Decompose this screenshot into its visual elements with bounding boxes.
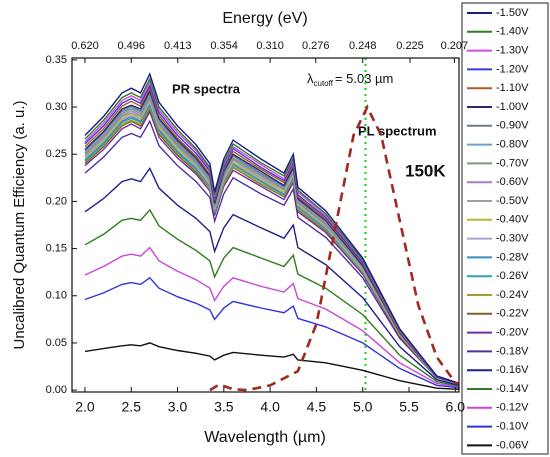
legend-label: -0.20V: [496, 327, 529, 339]
legend-label: -1.50V: [496, 7, 529, 19]
x2-tick-label: 0.310: [256, 40, 284, 52]
x2-tick-label: 0.413: [164, 40, 192, 52]
legend-label: -0.14V: [496, 383, 529, 395]
y-tick-label: 0.00: [46, 384, 67, 396]
legend-label: -0.90V: [496, 120, 529, 132]
y-tick-label: 0.10: [46, 290, 67, 302]
legend-label: -0.80V: [496, 139, 529, 151]
legend-label: -0.26V: [496, 270, 529, 282]
legend-label: -0.40V: [496, 214, 529, 226]
x2-tick-label: 0.276: [302, 40, 330, 52]
legend-label: -0.12V: [496, 402, 529, 414]
legend-box: [461, 2, 549, 455]
pl-line: [209, 104, 459, 392]
legend-label: -0.60V: [496, 176, 529, 188]
x2-tick-label: 0.354: [210, 40, 238, 52]
y-tick-label: 0.05: [46, 337, 67, 349]
series-line: [84, 342, 459, 391]
y-tick-label: 0.25: [46, 148, 67, 160]
x-tick-label: 5.0: [353, 399, 373, 415]
legend-label: -1.30V: [496, 45, 529, 57]
x2-tick-label: 0.207: [441, 40, 469, 52]
series-line: [84, 208, 459, 387]
x-tick-label: 4.0: [260, 399, 280, 415]
legend-label: -1.10V: [496, 82, 529, 94]
series-line: [84, 119, 459, 385]
x2-tick-label: 0.248: [349, 40, 377, 52]
y-tick-label: 0.15: [46, 242, 67, 254]
series-line: [84, 103, 459, 385]
series-line: [84, 76, 459, 385]
legend-label: -0.18V: [496, 345, 529, 357]
y-axis-label: Uncalibred Quantum Efficiency (a. u.): [11, 100, 28, 349]
series-line: [84, 246, 459, 388]
x-tick-label: 5.5: [399, 399, 419, 415]
x-tick-label: 3.5: [214, 399, 234, 415]
legend-label: -0.70V: [496, 157, 529, 169]
annotation: λcutoff = 5.03 µm: [307, 71, 393, 88]
series-line: [84, 105, 459, 385]
annotation: PL spectrum: [358, 123, 437, 138]
legend-label: -0.22V: [496, 308, 529, 320]
legend-label: -0.30V: [496, 233, 529, 245]
legend-label: -1.20V: [496, 63, 529, 75]
x-tick-label: 6.0: [446, 399, 466, 415]
legend-label: -0.16V: [496, 364, 529, 376]
y-tick-label: 0.30: [46, 101, 67, 113]
series-line: [84, 167, 459, 387]
x2-tick-label: 0.225: [396, 40, 424, 52]
legend-label: -0.06V: [496, 439, 529, 451]
annotation: λ: [307, 71, 314, 86]
y-tick-label: 0.20: [46, 195, 67, 207]
x2-tick-label: 0.496: [117, 40, 145, 52]
x2-tick-label: 0.620: [71, 40, 99, 52]
x-tick-label: 4.5: [307, 399, 327, 415]
x-tick-label: 3.0: [168, 399, 188, 415]
series-line: [84, 72, 459, 385]
plot-frame: [71, 57, 460, 393]
series-line: [84, 276, 459, 389]
annotation: PR spectra: [172, 81, 241, 96]
legend-label: -1.00V: [496, 101, 529, 113]
x2-axis-label: Energy (eV): [222, 10, 307, 27]
x-tick-label: 2.5: [122, 399, 142, 415]
legend-label: -1.40V: [496, 26, 529, 38]
annotation: = 5.03 µm: [335, 71, 393, 86]
x-axis-label: Wavelength (µm): [204, 429, 326, 446]
legend-label: -0.28V: [496, 251, 529, 263]
series-line: [84, 107, 459, 385]
annotation: cutoff: [314, 79, 334, 88]
legend-label: -0.24V: [496, 289, 529, 301]
legend-label: -0.10V: [496, 421, 529, 433]
annotation: 150K: [405, 161, 446, 180]
legend-label: -0.50V: [496, 195, 529, 207]
x-tick-label: 2.0: [75, 399, 95, 415]
y-tick-label: 0.35: [46, 54, 67, 66]
series-line: [84, 110, 459, 385]
